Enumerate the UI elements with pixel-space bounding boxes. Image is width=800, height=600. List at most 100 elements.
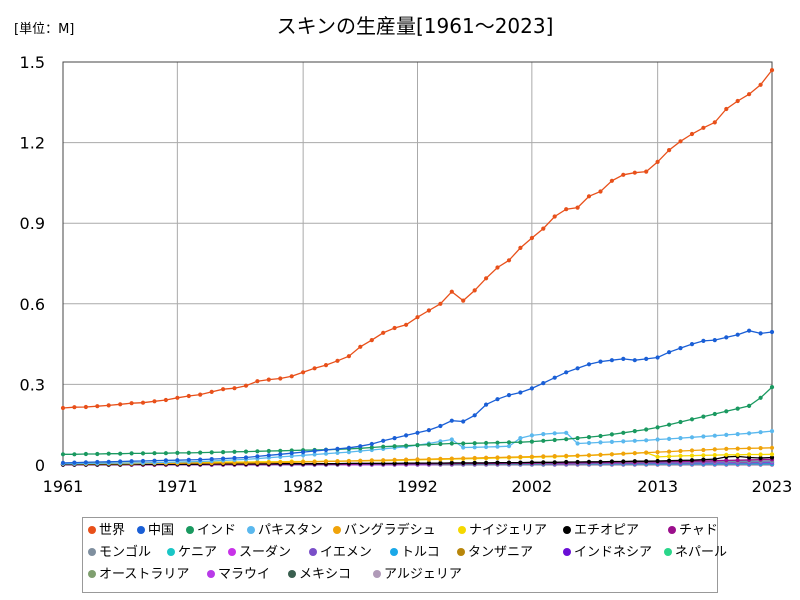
data-point: [243, 383, 249, 388]
data-point: [678, 139, 683, 144]
data-point: [541, 381, 546, 386]
data-point: [735, 452, 740, 457]
data-point: [769, 445, 775, 450]
y-tick-label: 0: [35, 456, 45, 475]
legend-label: オーストラリア: [99, 567, 190, 582]
data-point: [586, 194, 592, 199]
data-point: [518, 454, 523, 459]
data-point: [552, 454, 557, 459]
data-point: [426, 308, 431, 313]
data-point: [472, 445, 477, 450]
y-tick-label: 0.9: [20, 214, 45, 233]
data-point: [358, 344, 363, 349]
data-point: [644, 438, 649, 443]
data-point: [186, 450, 191, 455]
legend-swatch: [88, 569, 96, 578]
data-point: [609, 358, 615, 363]
data-point: [255, 449, 260, 454]
data-point: [106, 459, 111, 464]
data-point: [461, 445, 466, 450]
legend-swatch: [373, 569, 381, 578]
data-point: [335, 459, 340, 464]
data-point: [426, 428, 431, 433]
data-point: [209, 457, 214, 462]
data-point: [529, 235, 535, 241]
legend-item: パキスタン: [247, 522, 323, 540]
data-point: [678, 419, 683, 425]
data-point: [289, 454, 294, 459]
data-point: [678, 448, 683, 454]
data-point: [152, 399, 157, 404]
data-point: [83, 451, 88, 457]
legend-label: ケニア: [178, 545, 218, 560]
data-point: [278, 448, 283, 453]
legend-label: インドネシア: [574, 545, 653, 560]
data-point: [369, 458, 374, 463]
legend-item: イエメン: [309, 544, 372, 562]
data-point: [518, 245, 523, 250]
data-point: [689, 448, 695, 453]
series-0: [60, 68, 775, 411]
data-point: [369, 338, 374, 343]
data-point: [506, 258, 512, 263]
data-point: [449, 289, 454, 294]
unit-label: [単位：M]: [14, 21, 74, 37]
data-point: [689, 131, 695, 137]
data-point: [255, 460, 260, 465]
data-point: [644, 450, 649, 455]
data-point: [140, 451, 146, 456]
data-point: [529, 454, 535, 459]
data-point: [83, 404, 88, 410]
data-point: [758, 452, 763, 457]
data-point: [541, 454, 546, 459]
data-point: [152, 451, 157, 456]
data-point: [369, 445, 374, 450]
data-point: [712, 433, 717, 438]
data-point: [655, 458, 660, 464]
data-point: [541, 438, 546, 443]
legend-swatch: [309, 547, 317, 556]
legend-item: トルコ: [390, 544, 440, 562]
data-point: [358, 444, 363, 449]
data-point: [689, 417, 695, 422]
data-point: [758, 82, 763, 87]
x-tick-label: 2013: [637, 477, 678, 496]
data-point: [106, 403, 111, 408]
data-point: [712, 447, 717, 452]
data-point: [724, 335, 729, 340]
data-point: [129, 459, 134, 464]
data-point: [552, 460, 557, 465]
data-point: [575, 436, 580, 441]
data-point: [438, 441, 443, 447]
data-point: [598, 359, 603, 364]
data-point: [586, 440, 592, 446]
legend-swatch: [333, 525, 341, 534]
data-point: [667, 458, 672, 463]
legend-swatch: [228, 547, 236, 556]
legend-label: メキシコ: [299, 567, 352, 582]
legend-swatch: [186, 525, 194, 534]
legend-label: チャド: [679, 523, 718, 538]
data-point: [701, 457, 706, 462]
data-point: [221, 387, 226, 392]
data-point: [426, 457, 431, 462]
data-point: [198, 392, 203, 397]
data-point: [118, 451, 123, 456]
legend-item: ナイジェリア: [458, 522, 547, 540]
data-point: [701, 453, 706, 458]
legend-item: メキシコ: [288, 566, 351, 584]
data-point: [621, 439, 626, 444]
x-tick-label: 2002: [511, 477, 552, 496]
data-point: [95, 451, 100, 457]
data-point: [289, 451, 294, 456]
data-point: [518, 390, 523, 395]
data-point: [598, 189, 603, 194]
data-point: [724, 446, 729, 451]
data-point: [301, 370, 306, 375]
data-point: [495, 455, 500, 460]
data-point: [266, 377, 271, 382]
legend-swatch: [288, 569, 296, 578]
legend-swatch: [458, 525, 466, 534]
legend-swatch: [247, 525, 255, 534]
legend-label: マラウイ: [218, 567, 271, 582]
